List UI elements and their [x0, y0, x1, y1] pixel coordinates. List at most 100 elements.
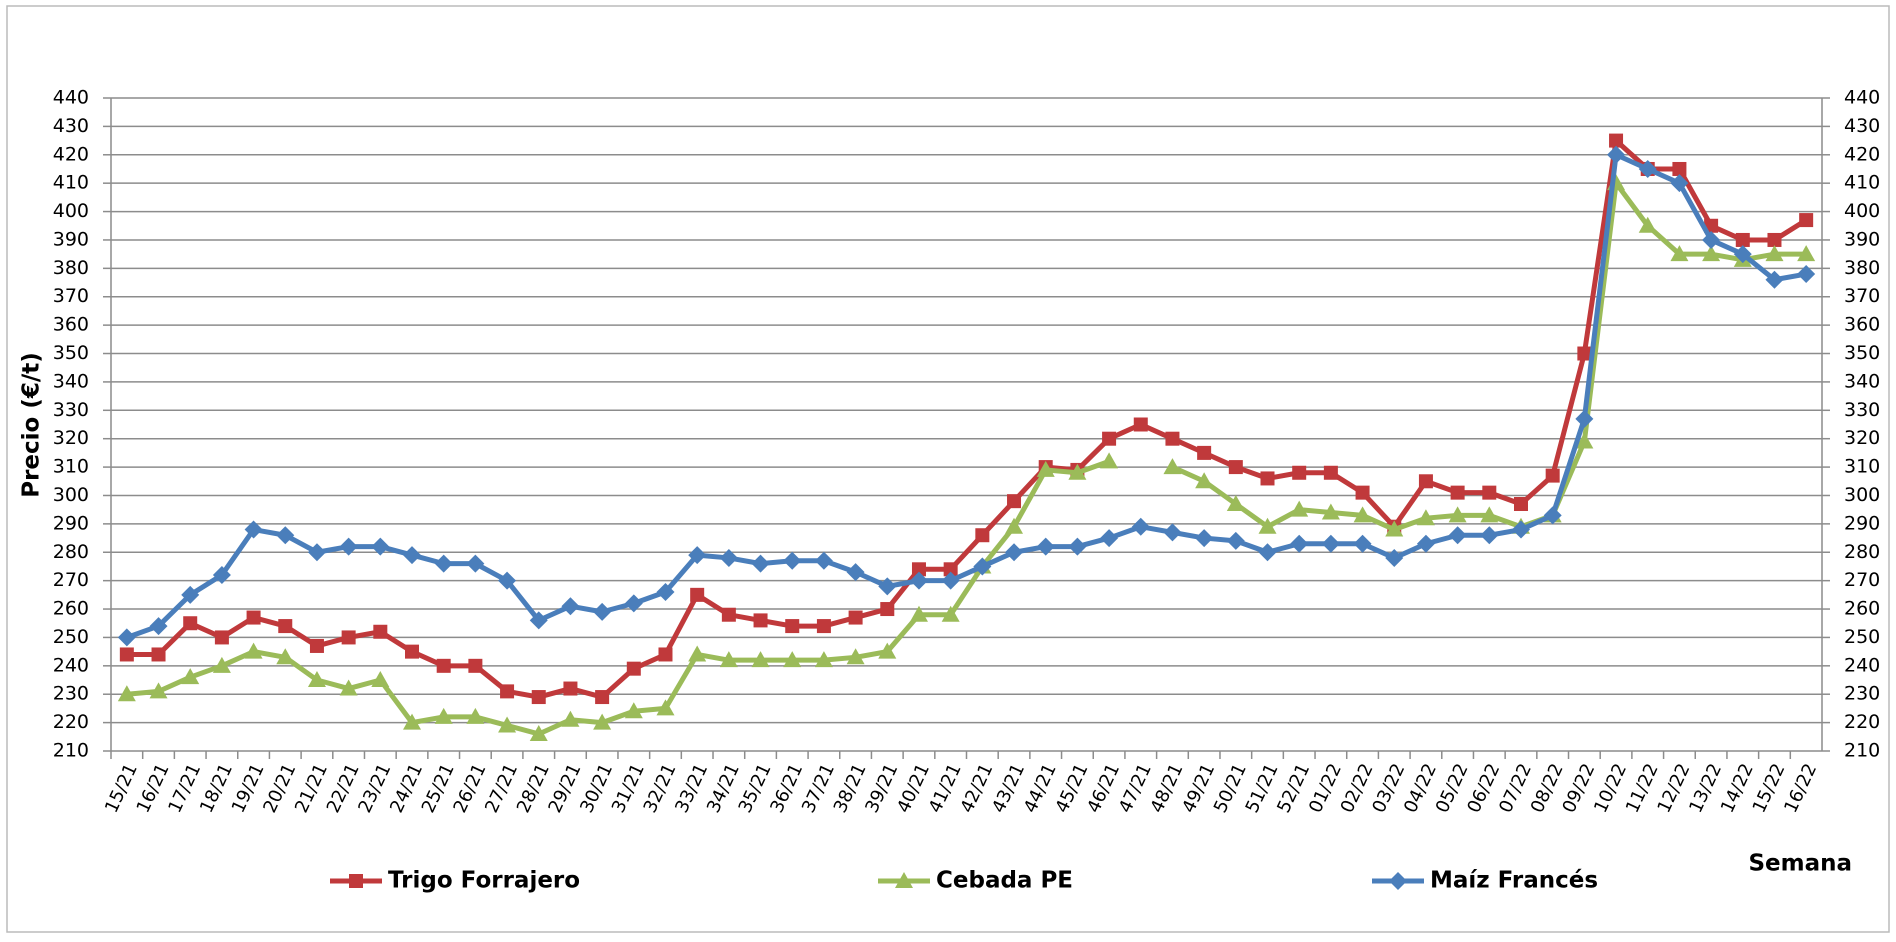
y-tick-label: 310 [53, 456, 89, 478]
point [1100, 452, 1119, 469]
point [814, 551, 833, 570]
point [500, 684, 515, 699]
point [1131, 517, 1150, 536]
y-tick-label: 280 [53, 541, 89, 563]
point [117, 628, 136, 647]
point [719, 651, 738, 668]
point [1323, 465, 1338, 480]
y2-tick-label: 410 [1844, 172, 1880, 194]
point [1292, 465, 1307, 480]
point [276, 648, 295, 665]
point [1163, 458, 1182, 475]
y-tick-label: 250 [53, 626, 89, 648]
y2-tick-label: 210 [1844, 740, 1880, 762]
point [119, 647, 134, 662]
point [405, 644, 420, 659]
point [941, 571, 960, 590]
y-tick-label: 380 [53, 257, 89, 279]
point [1321, 503, 1340, 520]
y-tick-label: 430 [53, 115, 89, 137]
point [1797, 265, 1816, 284]
y-axis-title: Precio (€/t) [19, 352, 45, 498]
point [975, 528, 990, 543]
point [1321, 534, 1340, 553]
point [1068, 537, 1087, 556]
y-tick-label: 370 [53, 285, 89, 307]
point [848, 610, 863, 625]
point [1353, 506, 1372, 523]
point [751, 651, 770, 668]
point [181, 668, 200, 685]
y-tick-label: 360 [53, 314, 89, 336]
point [1226, 494, 1245, 511]
point [943, 562, 958, 577]
point [1195, 529, 1214, 548]
point [1418, 474, 1433, 489]
point [531, 690, 546, 705]
point [561, 597, 580, 616]
point [307, 543, 326, 562]
point [626, 661, 641, 676]
point [466, 707, 485, 724]
point [1448, 526, 1467, 545]
point [1165, 431, 1180, 446]
point [117, 685, 136, 702]
point [1133, 417, 1148, 432]
y2-tick-label: 220 [1844, 711, 1880, 733]
point [878, 642, 897, 659]
point [307, 671, 326, 688]
y-tick-label: 230 [53, 683, 89, 705]
point [814, 651, 833, 668]
point [1036, 460, 1055, 477]
point [1416, 534, 1435, 553]
point [846, 563, 865, 582]
y2-tick-label: 260 [1844, 598, 1880, 620]
point [529, 724, 548, 741]
y-tick-label: 340 [53, 370, 89, 392]
point [1670, 245, 1689, 262]
point [624, 702, 643, 719]
y-tick-label: 390 [53, 228, 89, 250]
point [895, 872, 913, 888]
point [1799, 213, 1814, 228]
point [1353, 534, 1372, 553]
point [1385, 548, 1404, 567]
point [688, 645, 707, 662]
point [1389, 872, 1407, 890]
point [371, 537, 390, 556]
point [721, 607, 736, 622]
point [1672, 161, 1687, 176]
point [1797, 245, 1816, 262]
y2-tick-label: 420 [1844, 143, 1880, 165]
y2-tick-label: 430 [1844, 115, 1880, 137]
point [1163, 523, 1182, 542]
y2-tick-label: 290 [1844, 512, 1880, 534]
point [1638, 216, 1657, 233]
y2-tick-label: 330 [1844, 399, 1880, 421]
point [1195, 472, 1214, 489]
point [244, 520, 263, 539]
point [1575, 432, 1594, 449]
y-tick-label: 420 [53, 143, 89, 165]
y2-tick-label: 270 [1844, 569, 1880, 591]
point [349, 874, 363, 888]
chart-frame [6, 5, 1890, 933]
point [181, 585, 200, 604]
y2-tick-label: 360 [1844, 314, 1880, 336]
point [1197, 445, 1212, 460]
y2-tick-label: 350 [1844, 342, 1880, 364]
point [1290, 534, 1309, 553]
point [1385, 520, 1404, 537]
point [1733, 245, 1752, 264]
point [151, 647, 166, 662]
point [878, 577, 897, 596]
y-tick-label: 270 [53, 569, 89, 591]
legend-label: Cebada PE [936, 868, 1073, 894]
legend-label: Trigo Forrajero [388, 868, 580, 894]
point [339, 537, 358, 556]
point [498, 571, 517, 590]
point [909, 605, 928, 622]
point [434, 707, 453, 724]
point [846, 648, 865, 665]
